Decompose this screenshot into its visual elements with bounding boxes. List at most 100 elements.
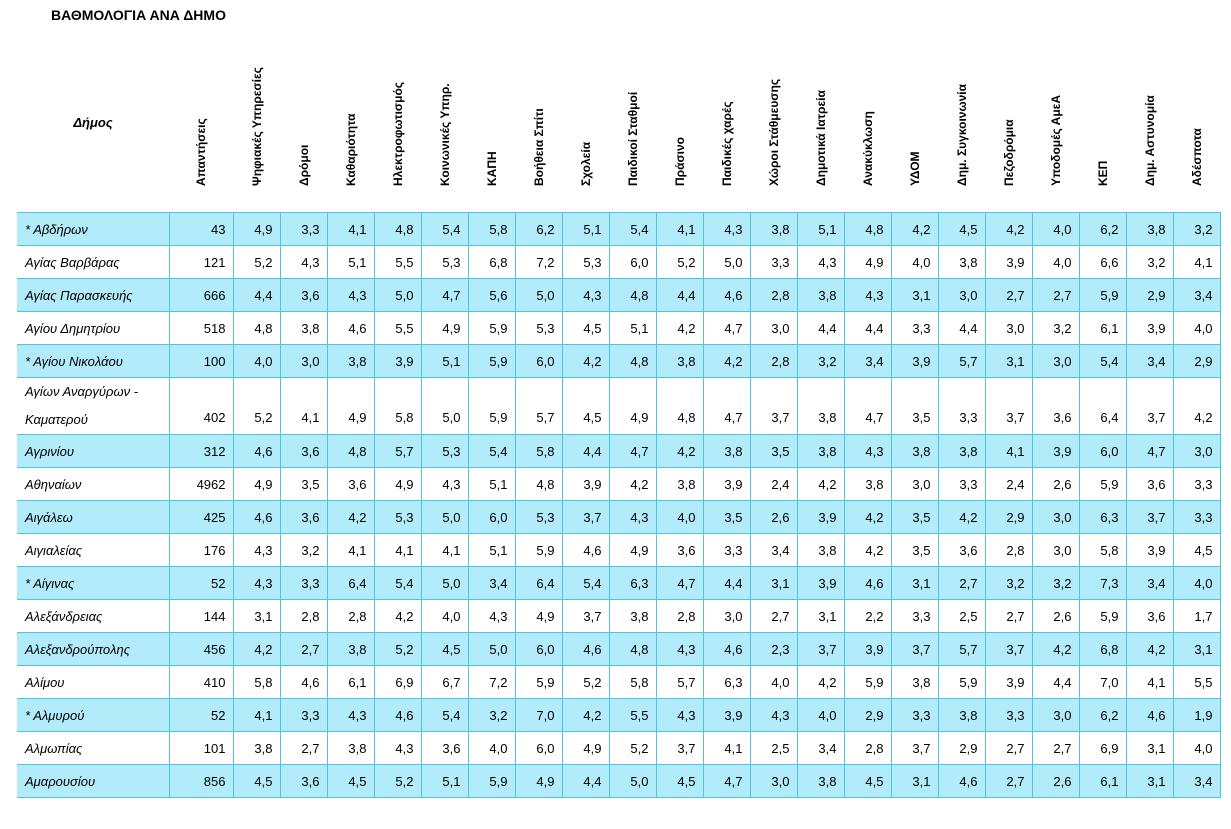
table-cell: 4,7 [702,764,751,798]
table-cell: 1,7 [1172,599,1221,633]
table-cell: 4,8 [843,212,892,246]
table-cell: 5,0 [702,245,751,279]
table-cell: 4,3 [655,698,704,732]
table-cell: 4,5 [561,311,610,345]
table-cell: 2,6 [1031,467,1080,501]
table-cell: 6,0 [514,731,563,765]
column-header: Βοήθεια Σπίτι [529,60,549,200]
table-cell: 4,4 [796,311,845,345]
column-header: Δρόμοι [294,60,314,200]
table-cell: 2,7 [1031,731,1080,765]
column-header-label: ΥΔΟΜ [907,151,922,186]
table-cell: 5,1 [467,467,516,501]
table-cell: 7,3 [1078,566,1127,600]
column-header-label: Αδέσποτα [1189,128,1204,186]
table-cell: 4,3 [232,533,281,567]
table-cell: 5,1 [561,212,610,246]
table-cell: 3,6 [279,434,328,468]
table-cell: 4,6 [561,533,610,567]
table-cell: 2,7 [279,632,328,666]
table-cell: 4,8 [232,311,281,345]
column-header-label: Υποδομές ΑμεΑ [1048,94,1063,186]
column-header-label: Σχολεία [578,141,593,186]
table-cell: 4,2 [373,599,422,633]
table-cell: 4,0 [1031,245,1080,279]
table-cell: 4,5 [655,764,704,798]
table-cell: 3,8 [279,311,328,345]
table-cell: 6,0 [1078,434,1127,468]
table-row: Αλίμου 410 5,8 4,6 6,1 6,9 6,7 7,2 5,9 5,2 5,8 5,7 6… [17,665,1221,699]
table-cell: 3,7 [890,632,939,666]
table-cell: 2,4 [749,467,798,501]
table-cell: 856 [168,764,234,798]
table-cell: 4,2 [608,467,657,501]
table-cell: 3,8 [655,467,704,501]
table-cell: 2,3 [749,632,798,666]
table-cell: 4,6 [232,434,281,468]
table-cell: 4,8 [608,632,657,666]
row-municipality: * Αβδήρων [17,212,170,246]
table-cell: 3,6 [326,467,375,501]
row-municipality: Αγίου Δημητρίου [17,311,170,345]
column-header-label: Πράσινο [672,136,687,186]
table-cell: 3,4 [1172,764,1221,798]
table-cell: 4,9 [326,377,375,435]
table-cell: 3,4 [1125,566,1174,600]
table-cell: 5,2 [655,245,704,279]
table-cell: 666 [168,278,234,312]
table-cell: 5,9 [1078,599,1127,633]
table-cell: 3,8 [796,764,845,798]
table-row: Αγρινίου 312 4,6 3,6 4,8 5,7 5,3 5,4 5,8 4,4 4,7 4,… [17,434,1221,468]
column-header: Απαντήσεις [191,60,211,200]
table-cell: 3,9 [843,632,892,666]
table-cell: 4,3 [749,698,798,732]
table-cell: 5,1 [608,311,657,345]
table-cell: 3,0 [1031,344,1080,378]
row-municipality: Αγρινίου [17,434,170,468]
table-cell: 5,8 [467,212,516,246]
table-cell: 4,9 [514,599,563,633]
table-cell: 3,6 [279,764,328,798]
column-header-label: Δρόμοι [296,144,311,186]
table-cell: 2,5 [749,731,798,765]
table-cell: 4,8 [608,278,657,312]
table-cell: 3,8 [796,434,845,468]
table-cell: 5,4 [1078,344,1127,378]
table-cell: 3,6 [279,500,328,534]
table-cell: 3,5 [890,500,939,534]
table-cell: 5,3 [420,434,469,468]
table-cell: 2,8 [655,599,704,633]
table-cell: 3,0 [984,311,1033,345]
column-header: Ανακύκλωση [858,60,878,200]
table-cell: 3,9 [796,566,845,600]
table-cell: 4,9 [608,377,657,435]
table-cell: 2,8 [279,599,328,633]
table-cell: 4,9 [420,311,469,345]
table-cell: 5,0 [608,764,657,798]
table-cell: 4,6 [561,632,610,666]
table-cell: 4962 [168,467,234,501]
table-cell: 7,0 [1078,665,1127,699]
table-cell: 5,9 [937,665,986,699]
table-cell: 4,3 [608,500,657,534]
table-cell: 3,2 [1172,212,1221,246]
table-cell: 4,8 [373,212,422,246]
table-cell: 4,5 [232,764,281,798]
table-cell: 2,7 [279,731,328,765]
table-cell: 5,2 [608,731,657,765]
row-municipality: Αγίας Παρασκευής [17,278,170,312]
table-cell: 3,7 [655,731,704,765]
table-cell: 6,4 [326,566,375,600]
table-cell: 3,3 [890,311,939,345]
table-cell: 7,2 [467,665,516,699]
table-cell: 3,8 [608,599,657,633]
table-cell: 4,4 [1031,665,1080,699]
table-cell: 4,6 [843,566,892,600]
column-header-label: Απαντήσεις [194,118,208,186]
table-cell: 4,5 [843,764,892,798]
table-cell: 3,4 [467,566,516,600]
row-municipality: Αλίμου [17,665,170,699]
table-cell: 5,0 [514,278,563,312]
table-cell: 6,9 [1078,731,1127,765]
table-cell: 5,4 [420,212,469,246]
